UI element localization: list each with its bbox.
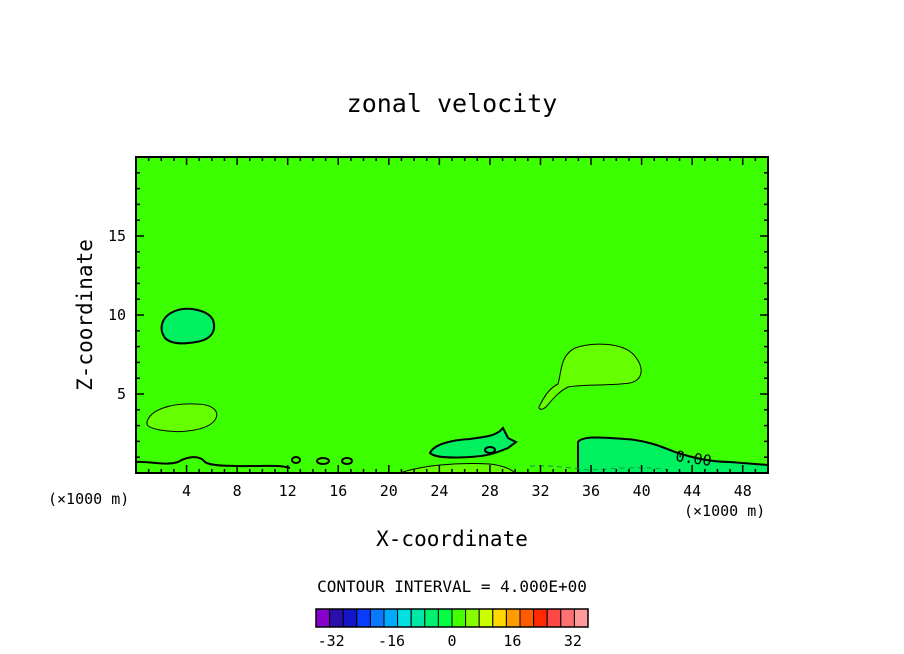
- x-tick-label: 40: [633, 482, 651, 500]
- colorbar-tick-label: -32: [318, 632, 345, 650]
- x-axis-ticks: 4 8 12 16 20 24 28 32 36 40 44 48: [147, 157, 757, 500]
- y-axis-label: Z-coordinate: [73, 239, 97, 391]
- colorbar-swatch: [546, 608, 562, 628]
- colorbar-swatch: [410, 608, 426, 628]
- contour-blob: [291, 456, 301, 464]
- contour-line-dashed: [529, 465, 669, 471]
- x-tick-label: 24: [430, 482, 448, 500]
- colorbar-swatch: [397, 608, 412, 628]
- x-tick-label: 8: [233, 482, 242, 500]
- colorbar-swatch: [560, 608, 575, 628]
- x-unit-right: (×1000 m): [684, 502, 765, 520]
- colorbar-tick-label: 32: [564, 632, 582, 650]
- colorbar-swatch: [492, 608, 507, 628]
- y-axis-ticks: 5 10 15: [108, 172, 768, 458]
- x-tick-label: 16: [329, 482, 347, 500]
- x-tick-label: 48: [734, 482, 752, 500]
- contour-region-bottom-sliver: [399, 462, 517, 474]
- x-tick-label: 12: [279, 482, 297, 500]
- y-tick-label: 10: [108, 306, 126, 324]
- colorbar: [315, 608, 589, 628]
- colorbar-swatch: [356, 608, 371, 628]
- y-tick-label: 15: [108, 227, 126, 245]
- contour-region-high-left: [160, 307, 215, 345]
- colorbar-swatch: [437, 608, 453, 628]
- x-tick-label: 28: [481, 482, 499, 500]
- x-axis-label: X-coordinate: [376, 527, 528, 551]
- colorbar-swatch: [424, 608, 439, 628]
- contour-blob: [484, 446, 496, 454]
- x-unit-left: (×1000 m): [48, 490, 129, 508]
- contour-label: 0.00: [674, 447, 712, 470]
- contour-interval-text: CONTOUR INTERVAL = 4.000E+00: [317, 577, 587, 596]
- x-tick-label: 20: [380, 482, 398, 500]
- contour-blob: [341, 457, 353, 465]
- colorbar-swatch: [451, 608, 467, 628]
- contour-field: 0.00: [135, 156, 769, 474]
- colorbar-swatch: [478, 608, 494, 628]
- contour-blob: [316, 457, 330, 465]
- colorbar-swatch: [369, 608, 385, 628]
- colorbar-swatch: [505, 608, 521, 628]
- contour-region-right-bottom: [577, 436, 769, 474]
- colorbar-swatch: [519, 608, 535, 628]
- x-tick-label: 32: [531, 482, 549, 500]
- contour-line-bottom-left: [135, 456, 291, 469]
- colorbar-swatch: [342, 608, 358, 628]
- x-tick-label: 4: [182, 482, 191, 500]
- colorbar-frame: [315, 608, 589, 628]
- colorbar-swatch: [383, 608, 399, 628]
- contour-region-upper-right: [538, 343, 642, 410]
- colorbar-tick-label: 16: [503, 632, 521, 650]
- x-tick-label: 36: [582, 482, 600, 500]
- colorbar-swatch: [315, 608, 331, 628]
- colorbar-ticks: -32 -16 0 16 32: [318, 632, 582, 650]
- x-tick-label: 44: [683, 482, 701, 500]
- colorbar-swatch: [573, 608, 589, 628]
- colorbar-swatch: [329, 608, 344, 628]
- y-tick-label: 5: [117, 385, 126, 403]
- plot-background: [136, 157, 768, 473]
- colorbar-tick-label: 0: [447, 632, 456, 650]
- colorbar-tick-label: -16: [378, 632, 405, 650]
- colorbar-swatch: [533, 608, 548, 628]
- colorbar-swatch: [465, 608, 480, 628]
- contour-region-low-left: [146, 403, 218, 433]
- chart-title: zonal velocity: [347, 89, 558, 118]
